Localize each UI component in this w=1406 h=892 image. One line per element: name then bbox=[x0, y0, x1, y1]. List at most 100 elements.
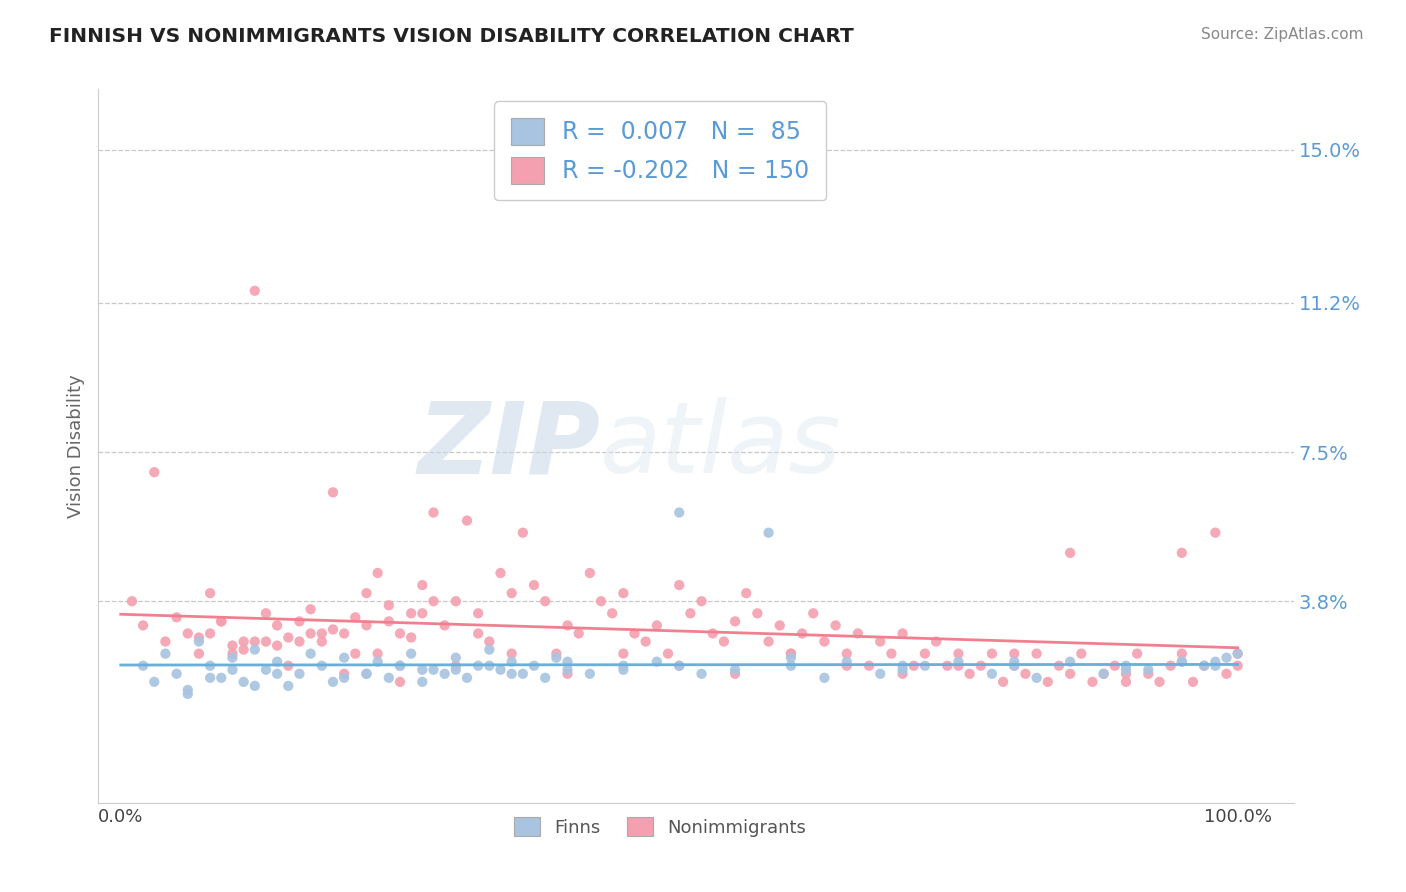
Point bbox=[769, 618, 792, 632]
Point bbox=[1081, 674, 1104, 689]
Point bbox=[1215, 650, 1237, 665]
Point bbox=[690, 594, 713, 608]
Point bbox=[557, 618, 579, 632]
Point bbox=[1149, 674, 1171, 689]
Point bbox=[1204, 655, 1226, 669]
Point bbox=[132, 618, 155, 632]
Point bbox=[232, 642, 254, 657]
Point bbox=[1171, 655, 1194, 669]
Point bbox=[243, 634, 266, 648]
Point bbox=[254, 607, 277, 621]
Point bbox=[612, 658, 634, 673]
Point bbox=[155, 647, 177, 661]
Point bbox=[333, 650, 356, 665]
Point bbox=[690, 666, 713, 681]
Point bbox=[322, 674, 344, 689]
Point bbox=[724, 615, 747, 629]
Point bbox=[991, 674, 1014, 689]
Point bbox=[1115, 666, 1137, 681]
Point bbox=[444, 650, 467, 665]
Point bbox=[344, 647, 367, 661]
Point bbox=[254, 634, 277, 648]
Point bbox=[254, 663, 277, 677]
Point bbox=[1171, 647, 1194, 661]
Point bbox=[399, 607, 422, 621]
Point bbox=[266, 666, 288, 681]
Point bbox=[467, 626, 489, 640]
Point bbox=[1204, 658, 1226, 673]
Point bbox=[512, 525, 534, 540]
Point bbox=[221, 639, 243, 653]
Point bbox=[209, 615, 232, 629]
Point bbox=[1002, 658, 1025, 673]
Point bbox=[187, 634, 209, 648]
Point bbox=[288, 634, 311, 648]
Point bbox=[579, 666, 602, 681]
Point bbox=[444, 658, 467, 673]
Point bbox=[780, 647, 803, 661]
Point bbox=[388, 626, 411, 640]
Point bbox=[981, 666, 1004, 681]
Point bbox=[411, 607, 433, 621]
Point bbox=[835, 658, 858, 673]
Point bbox=[959, 666, 981, 681]
Point bbox=[456, 671, 478, 685]
Point bbox=[568, 626, 591, 640]
Point bbox=[478, 634, 501, 648]
Point bbox=[612, 647, 634, 661]
Point bbox=[266, 655, 288, 669]
Point bbox=[422, 594, 444, 608]
Point bbox=[1092, 666, 1115, 681]
Point bbox=[1182, 674, 1205, 689]
Point bbox=[322, 485, 344, 500]
Point bbox=[1025, 647, 1047, 661]
Point bbox=[1002, 647, 1025, 661]
Point bbox=[489, 566, 512, 580]
Point bbox=[1137, 666, 1160, 681]
Point bbox=[422, 506, 444, 520]
Point bbox=[344, 610, 367, 624]
Point bbox=[198, 586, 221, 600]
Point bbox=[356, 586, 378, 600]
Point bbox=[1215, 666, 1237, 681]
Point bbox=[1115, 658, 1137, 673]
Point bbox=[411, 663, 433, 677]
Text: FINNISH VS NONIMMIGRANTS VISION DISABILITY CORRELATION CHART: FINNISH VS NONIMMIGRANTS VISION DISABILI… bbox=[49, 27, 853, 45]
Point bbox=[444, 663, 467, 677]
Point bbox=[1047, 658, 1070, 673]
Point bbox=[534, 671, 557, 685]
Point bbox=[388, 658, 411, 673]
Point bbox=[422, 663, 444, 677]
Point bbox=[1104, 658, 1126, 673]
Point bbox=[1160, 658, 1182, 673]
Point bbox=[668, 578, 690, 592]
Point bbox=[198, 658, 221, 673]
Point bbox=[891, 626, 914, 640]
Point bbox=[891, 663, 914, 677]
Point bbox=[1171, 655, 1194, 669]
Point bbox=[143, 674, 166, 689]
Point bbox=[356, 618, 378, 632]
Point bbox=[198, 671, 221, 685]
Point bbox=[121, 594, 143, 608]
Point bbox=[1059, 655, 1081, 669]
Point bbox=[645, 655, 668, 669]
Point bbox=[780, 650, 803, 665]
Point bbox=[869, 634, 891, 648]
Point bbox=[333, 626, 356, 640]
Point bbox=[623, 626, 645, 640]
Point bbox=[1226, 658, 1249, 673]
Point bbox=[512, 666, 534, 681]
Point bbox=[869, 666, 891, 681]
Point bbox=[177, 687, 200, 701]
Point bbox=[166, 610, 188, 624]
Point bbox=[467, 607, 489, 621]
Point bbox=[288, 666, 311, 681]
Point bbox=[501, 666, 523, 681]
Text: Source: ZipAtlas.com: Source: ZipAtlas.com bbox=[1201, 27, 1364, 42]
Point bbox=[747, 607, 769, 621]
Point bbox=[433, 666, 456, 681]
Text: ZIP: ZIP bbox=[418, 398, 600, 494]
Point bbox=[1115, 663, 1137, 677]
Point bbox=[981, 647, 1004, 661]
